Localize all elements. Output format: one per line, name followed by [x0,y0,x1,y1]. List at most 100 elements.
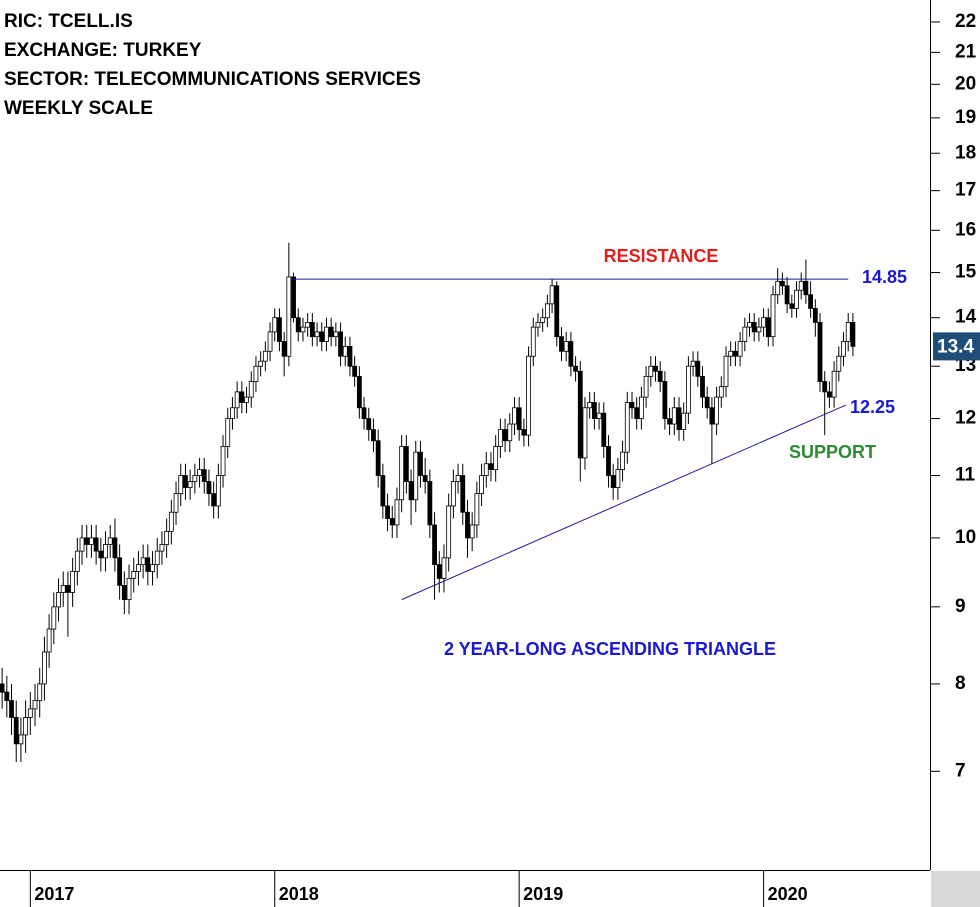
candle-body [841,341,846,357]
candle-body [718,386,724,398]
candle-body [596,412,602,419]
candle-body [653,365,658,372]
candle-body [46,628,52,653]
candle-body [615,469,621,488]
candle-body [187,481,193,488]
candle-body [51,606,57,630]
candle-body [206,481,212,495]
candle-body [103,544,108,559]
candle-body [422,475,428,482]
candle-body [356,375,362,409]
candle-body [140,557,146,566]
candle-body [676,407,682,430]
candle-body [168,511,174,532]
y-tick-label: 22 [955,11,976,32]
candle-body [389,518,395,526]
candle-body [319,331,325,342]
candle-body [126,577,132,601]
candle-body [183,475,188,488]
candle-body [516,407,522,430]
candle-body [112,537,118,559]
candle-body [770,294,776,338]
candle-body [681,412,687,430]
candle-body [93,537,99,552]
candle-body [380,475,386,507]
candle-body [371,429,376,442]
candle-body [432,524,437,566]
candle-body [394,499,400,526]
candle-body [258,360,264,367]
candle-body [309,322,315,338]
last-price-label: 13.4 [937,336,974,357]
candle-body [32,700,38,710]
candle-body [493,446,499,471]
candle-body [789,303,795,309]
candle-body [634,407,640,419]
y-tick-label: 12 [955,408,976,429]
candle-body [671,407,677,425]
candle-body [413,451,419,501]
axis-corner [931,871,980,907]
title-line: EXCHANGE: TURKEY [4,40,202,61]
candle-body [197,469,202,476]
candle-body [131,571,137,579]
candle-body [530,326,536,357]
candle-body [79,537,85,552]
candle-body [164,530,170,545]
candle-body [549,285,555,305]
candle-body [695,360,701,377]
candle-body [521,429,527,436]
candle-body [568,341,574,367]
candle-body [502,429,508,442]
candle-body [474,493,480,526]
candle-body [352,365,358,377]
candle-body [723,355,729,388]
candle-body [662,381,668,419]
candle-body [399,446,405,501]
candle-body [591,402,597,419]
y-tick-label: 17 [955,180,976,201]
candle-body [455,475,461,482]
candle-body [324,326,329,342]
candle-body [469,524,475,539]
y-tick-label: 8 [955,673,966,694]
candle-body [211,493,217,507]
candle-body [136,564,141,572]
candle-body [507,423,513,442]
candle-body [479,475,484,495]
candle-body [559,336,564,352]
candle-body [803,280,809,296]
candle-body [629,402,635,409]
candle-body [436,564,442,579]
candle-body [65,584,71,593]
candle-body [192,475,198,482]
candle-body [9,700,14,718]
candle-body [577,370,583,459]
candle-body [512,407,517,425]
candle-body [98,550,104,559]
y-tick-label: 20 [955,73,976,94]
y-tick-label: 11 [955,465,976,486]
candle-body [794,289,799,309]
candle-body [488,463,494,471]
pattern-label: 2 YEAR-LONG ASCENDING TRIANGLE [444,639,776,659]
candle-body [450,481,456,507]
candle-body [333,331,339,338]
candle-body [418,451,423,476]
candle-body [23,717,29,736]
title-line: RIC: TCELL.IS [4,11,133,32]
candle-body [827,391,832,398]
x-tick-label: 2020 [768,884,808,904]
candle-body [70,571,76,593]
candle-body [497,429,503,447]
candle-body [295,317,301,333]
candle-body [13,717,19,745]
candle-body [281,341,287,357]
y-tick-label: 13 [955,355,976,376]
candle-body [42,651,47,685]
candle-body [220,446,226,476]
candle-body [610,475,616,488]
resistance-value: 14.85 [862,267,907,287]
